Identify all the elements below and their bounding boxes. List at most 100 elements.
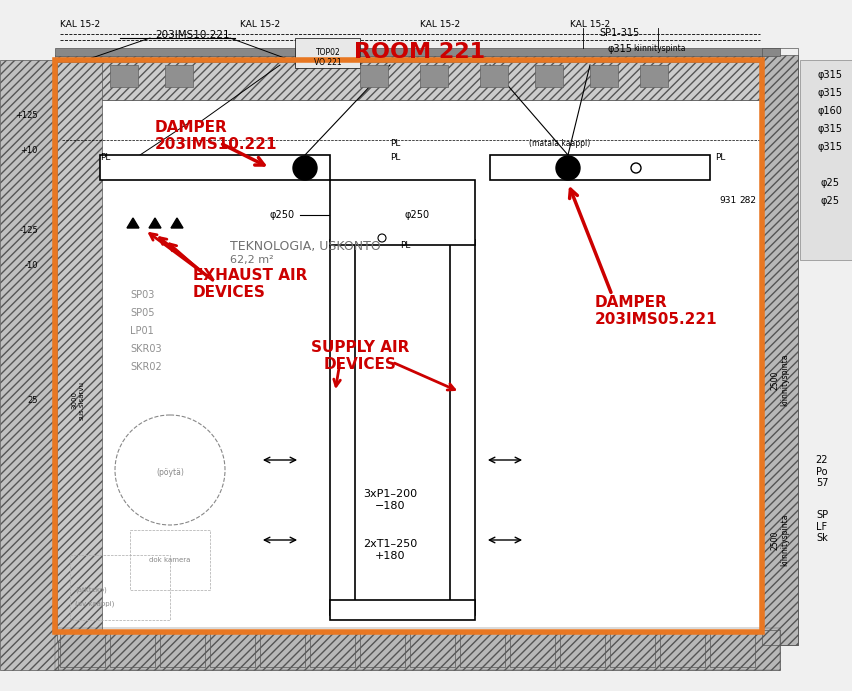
Bar xyxy=(55,48,779,56)
Text: 2500
kiinnityspinta: 2500 kiinnityspinta xyxy=(769,354,789,406)
Bar xyxy=(450,240,475,615)
Bar xyxy=(57,62,102,642)
Text: 62,2 m²: 62,2 m² xyxy=(230,255,273,265)
Text: (av kaappi): (av kaappi) xyxy=(75,600,114,607)
Bar xyxy=(534,65,562,87)
Text: SP05: SP05 xyxy=(130,308,154,318)
Text: φ315: φ315 xyxy=(816,70,842,80)
Text: TOP02
VO 221: TOP02 VO 221 xyxy=(314,48,342,68)
Bar xyxy=(0,60,58,670)
Bar xyxy=(360,632,405,667)
Bar xyxy=(639,65,667,87)
Text: (pöytä): (pöytä) xyxy=(156,468,184,477)
Bar xyxy=(590,65,618,87)
Circle shape xyxy=(630,163,640,173)
Bar xyxy=(659,632,704,667)
Bar xyxy=(160,632,204,667)
Text: 931: 931 xyxy=(718,196,736,205)
Bar xyxy=(295,38,360,68)
Text: 3xP1–200
−180: 3xP1–200 −180 xyxy=(362,489,417,511)
Text: PL: PL xyxy=(389,153,400,162)
Bar xyxy=(55,630,779,670)
Circle shape xyxy=(292,156,317,180)
Text: dok kamera: dok kamera xyxy=(149,557,191,563)
Bar xyxy=(309,632,354,667)
Bar xyxy=(560,632,604,667)
Bar xyxy=(260,632,305,667)
Circle shape xyxy=(556,156,579,180)
Text: SP03: SP03 xyxy=(130,290,154,300)
Text: φ250: φ250 xyxy=(405,210,429,220)
Text: PL: PL xyxy=(100,153,110,162)
Text: PL: PL xyxy=(389,139,400,148)
Bar xyxy=(330,240,354,615)
Text: φ25: φ25 xyxy=(820,178,838,188)
Text: SUPPLY AIR
DEVICES: SUPPLY AIR DEVICES xyxy=(310,340,409,372)
Text: 22
Po
57: 22 Po 57 xyxy=(815,455,827,489)
Text: EXHAUST AIR
DEVICES: EXHAUST AIR DEVICES xyxy=(193,268,307,301)
Bar xyxy=(761,48,797,645)
Polygon shape xyxy=(170,218,183,228)
Bar xyxy=(709,632,754,667)
Text: kiinnityspinta: kiinnityspinta xyxy=(633,44,686,53)
Circle shape xyxy=(377,234,386,242)
Text: 2500
kiinnityspinta: 2500 kiinnityspinta xyxy=(769,513,789,566)
Bar xyxy=(459,632,504,667)
Bar xyxy=(360,65,388,87)
Text: 282: 282 xyxy=(739,196,756,205)
Text: KAL 15-2: KAL 15-2 xyxy=(419,20,459,29)
Text: φ160: φ160 xyxy=(816,106,842,116)
Text: PL: PL xyxy=(714,153,724,162)
Text: PL: PL xyxy=(400,241,410,250)
Bar xyxy=(164,65,193,87)
Text: DAMPER
203IMS05.221: DAMPER 203IMS05.221 xyxy=(595,295,717,328)
Text: 25: 25 xyxy=(27,395,38,404)
Bar xyxy=(62,62,761,100)
Text: DAMPER
203IMS10.221: DAMPER 203IMS10.221 xyxy=(155,120,277,153)
Bar xyxy=(110,65,138,87)
Text: -125: -125 xyxy=(20,225,38,234)
Bar xyxy=(70,555,170,620)
Text: SP1-315: SP1-315 xyxy=(599,28,639,38)
Text: TEKNOLOGIA, USKONTO: TEKNOLOGIA, USKONTO xyxy=(230,240,380,253)
Bar xyxy=(410,632,454,667)
Text: (atkteko): (atkteko) xyxy=(75,587,106,594)
Bar xyxy=(57,62,759,630)
Text: SKR02: SKR02 xyxy=(130,362,162,372)
Bar xyxy=(130,530,210,590)
Text: φ250: φ250 xyxy=(269,210,295,220)
Bar xyxy=(100,155,330,180)
Bar xyxy=(489,155,709,180)
Text: SKR03: SKR03 xyxy=(130,344,161,354)
Bar xyxy=(110,632,155,667)
Text: φ315: φ315 xyxy=(816,142,842,152)
Bar xyxy=(761,55,797,645)
Text: φ315: φ315 xyxy=(607,44,632,54)
Bar xyxy=(210,632,255,667)
Bar xyxy=(480,65,508,87)
Text: 3000
sus.sisarvu: 3000 sus.sisarvu xyxy=(72,381,84,419)
Text: SP
LF
Sk: SP LF Sk xyxy=(815,510,827,543)
Bar xyxy=(330,600,475,620)
Text: +125: +125 xyxy=(15,111,38,120)
Bar xyxy=(60,632,105,667)
Bar xyxy=(55,628,779,670)
Text: KAL 15-2: KAL 15-2 xyxy=(60,20,100,29)
Bar xyxy=(509,632,555,667)
Bar xyxy=(55,55,779,100)
Text: KAL 15-2: KAL 15-2 xyxy=(569,20,609,29)
Text: φ25: φ25 xyxy=(820,196,838,206)
Bar xyxy=(419,65,447,87)
Bar xyxy=(55,60,761,632)
Text: -10: -10 xyxy=(25,261,38,269)
Text: LP01: LP01 xyxy=(130,326,153,336)
Bar xyxy=(799,60,852,260)
Text: 203IMS10.221: 203IMS10.221 xyxy=(155,30,229,40)
Text: 2xT1–250
+180: 2xT1–250 +180 xyxy=(362,539,417,561)
Bar xyxy=(330,180,475,245)
Text: φ315: φ315 xyxy=(816,88,842,98)
Text: +10: +10 xyxy=(20,146,38,155)
Text: (matala kaappi): (matala kaappi) xyxy=(529,139,590,148)
Polygon shape xyxy=(149,218,161,228)
Polygon shape xyxy=(127,218,139,228)
